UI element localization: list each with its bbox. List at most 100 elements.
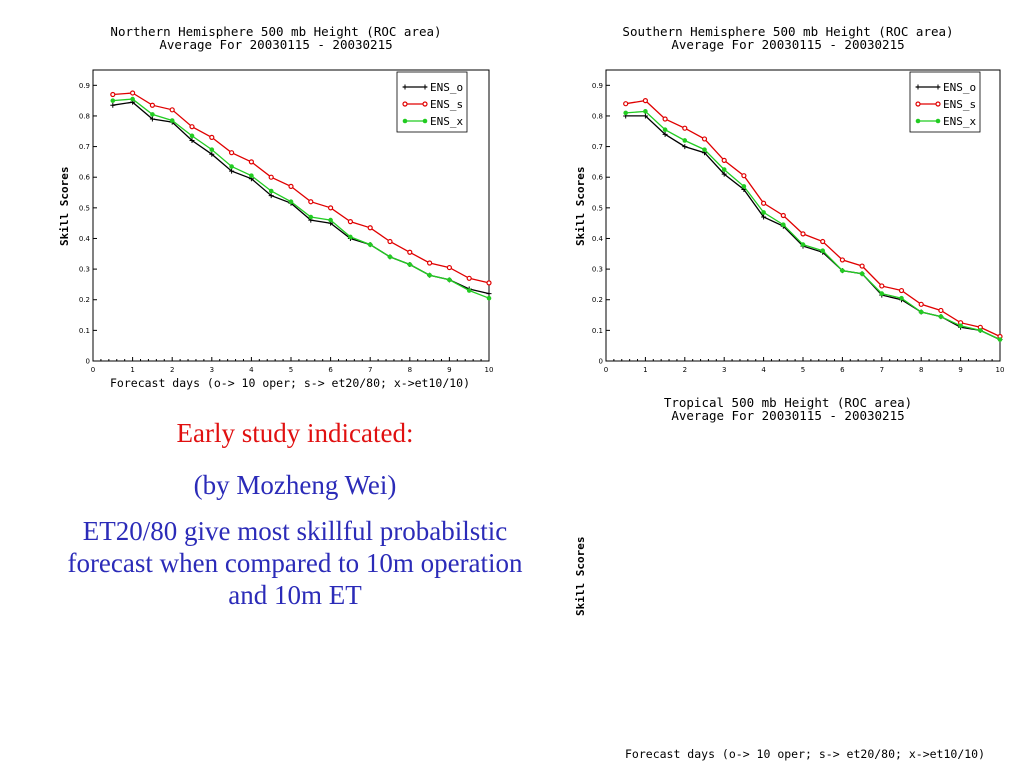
data-point-ENS_s (130, 90, 136, 96)
x-tick-label: 3 (210, 366, 214, 374)
data-point-ENS_x (466, 288, 472, 293)
data-point-ENS_o (229, 168, 235, 174)
data-point-ENS_x (761, 210, 766, 215)
data-point-ENS_x (643, 109, 648, 114)
data-point-ENS_s (149, 102, 155, 108)
legend-marker (422, 118, 428, 124)
data-point-ENS_o (761, 214, 767, 220)
x-tick-label: 0 (604, 366, 608, 374)
x-tick-label: 7 (880, 366, 884, 374)
x-tick-label: 10 (996, 366, 1005, 374)
data-point-ENS_x (308, 214, 314, 220)
title-line: Tropical 500 mb Height (ROC area) (663, 395, 913, 410)
x-tick-label: 2 (170, 366, 174, 374)
data-point-ENS_s (662, 116, 668, 122)
data-point-ENS_s (741, 173, 747, 179)
legend-label: ENS_o (430, 81, 463, 94)
data-point-ENS_s (918, 301, 924, 307)
y-tick-label: 0.6 (592, 174, 604, 182)
data-point-ENS_s (427, 260, 433, 266)
legend-label: ENS_o (943, 81, 976, 94)
data-point-ENS_x (702, 147, 707, 152)
x-tick-label: 4 (761, 366, 766, 374)
data-point-ENS_s (800, 231, 806, 237)
legend-label: ENS_s (943, 98, 976, 111)
data-point-ENS_o (721, 171, 727, 177)
x-tick-label: 8 (408, 366, 412, 374)
legend-label: ENS_x (430, 115, 463, 128)
data-point-ENS_s (761, 200, 767, 206)
data-point-ENS_x (997, 337, 1003, 342)
y-tick-label: 0.8 (79, 112, 90, 120)
data-point-ENS_x (781, 222, 786, 227)
data-point-ENS_x (367, 242, 373, 247)
data-point-ENS_s (248, 159, 254, 165)
series-line-ENS_s (112, 92, 490, 284)
x-tick-label: 7 (368, 366, 372, 374)
x-tick-label: 9 (958, 366, 962, 374)
data-point-ENS_x (110, 98, 116, 103)
subtitle-line: Average For 20030115 - 20030215 (671, 408, 905, 423)
plot-area: 0 1 2 3 4 5 6 7 8 9 10 0 0.1 0.2 0.3 0.4 0.5 0.6 0.7 0.8 0.9… (592, 69, 1005, 374)
data-point-ENS_x (209, 147, 215, 152)
data-point-ENS_s (721, 157, 727, 163)
data-point-ENS_s (347, 219, 353, 225)
legend-marker (935, 118, 941, 124)
data-point-ENS_x (249, 173, 254, 178)
chart-title: Southern Hemisphere 500 mb Height (ROC a… (552, 25, 1024, 51)
data-point-ENS_x (328, 217, 333, 223)
x-tick-label: 5 (801, 366, 805, 374)
data-point-ENS_s (446, 264, 452, 271)
legend-label: ENS_s (430, 98, 463, 111)
data-point-ENS_x (682, 138, 688, 143)
x-tick-label: 1 (130, 366, 134, 374)
plot-area: 0 1 2 3 4 5 6 7 8 9 10 0 0.1 0.2 0.3 0.4 0.5 0.6 0.7 0.8 0.9… (79, 69, 493, 374)
note-author: (by Mozheng Wei) (193, 470, 397, 500)
legend-marker (935, 84, 941, 90)
legend-marker (915, 118, 921, 124)
legend-marker (935, 101, 941, 107)
x-tick-label: 6 (840, 366, 845, 374)
data-point-ENS_s (328, 205, 334, 211)
data-point-ENS_x (662, 127, 668, 133)
data-point-ENS_s (642, 98, 648, 104)
y-tick-label: 0 (86, 358, 90, 366)
legend-marker (422, 84, 428, 90)
data-point-ENS_o (268, 193, 274, 199)
data-point-ENS_x (407, 262, 413, 267)
x-axis-label: Forecast days (o-> 10 oper; s-> et20/80;… (110, 376, 471, 390)
y-tick-label: 0.2 (79, 296, 90, 304)
notes-panel: Early study indicated: (by Mozheng Wei) … (60, 418, 530, 625)
data-point-ENS_s (387, 238, 393, 245)
data-point-ENS_x (918, 309, 924, 315)
data-point-ENS_s (110, 91, 116, 98)
chart-southern-hemisphere: Southern Hemisphere 500 mb Height (ROC a… (512, 0, 1024, 400)
data-point-ENS_x (486, 295, 492, 301)
y-tick-label: 0.8 (592, 112, 603, 120)
chart-title: Tropical 500 mb Height (ROC area) Averag… (552, 396, 1024, 422)
data-point-ENS_s (209, 134, 215, 140)
data-point-ENS_x (447, 277, 452, 283)
y-axis-label: Skill Scores (574, 536, 587, 616)
y-tick-label: 0.7 (592, 143, 603, 151)
data-point-ENS_x (130, 96, 135, 102)
data-point-ENS_x (958, 323, 963, 329)
data-point-ENS_x (229, 164, 234, 169)
data-point-ENS_x (169, 118, 175, 123)
y-tick-label: 0.7 (79, 143, 90, 151)
data-point-ENS_x (427, 272, 432, 278)
data-point-ENS_x (899, 295, 904, 301)
data-point-ENS_x (721, 167, 727, 172)
data-point-ENS_x (387, 254, 393, 260)
data-point-ENS_s (367, 225, 373, 231)
x-tick-label: 0 (91, 366, 95, 374)
y-axis-label: Skill Scores (574, 166, 587, 246)
data-point-ENS_x (288, 199, 294, 205)
data-point-ENS_o (110, 102, 116, 108)
legend-marker (915, 101, 921, 107)
y-tick-label: 0 (599, 358, 603, 366)
legend-marker (422, 101, 428, 107)
y-tick-label: 0.6 (79, 174, 91, 182)
data-point-ENS_x (978, 328, 983, 333)
chart-title: Northern Hemisphere 500 mb Height (ROC a… (40, 25, 512, 51)
